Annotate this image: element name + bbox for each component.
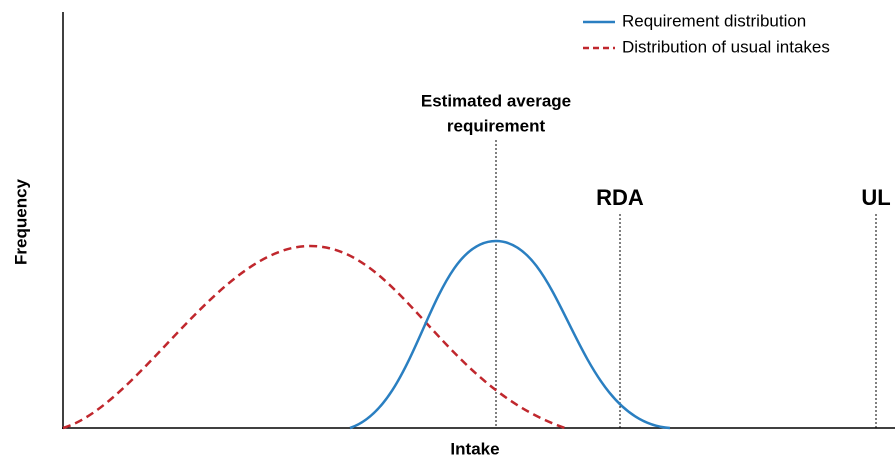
intake-curve: [62, 244, 566, 430]
ear-label: Estimated average: [421, 91, 571, 110]
legend-label: Distribution of usual intakes: [622, 37, 830, 56]
rda-label: RDA: [596, 185, 644, 210]
ul-label: UL: [861, 185, 890, 210]
ear-label: requirement: [447, 116, 546, 135]
x-axis-label: Intake: [450, 439, 499, 458]
y-axis-label: Frequency: [11, 178, 30, 265]
legend-label: Requirement distribution: [622, 11, 806, 30]
requirement-curve: [349, 239, 671, 430]
